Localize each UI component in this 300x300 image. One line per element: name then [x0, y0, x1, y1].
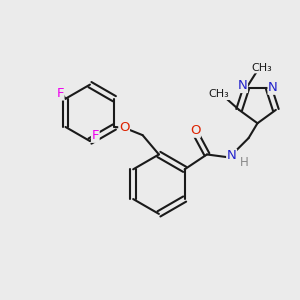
Text: N: N: [238, 80, 248, 92]
Text: F: F: [56, 87, 64, 100]
Text: O: O: [119, 121, 129, 134]
Text: N: N: [268, 81, 278, 94]
Text: F: F: [92, 129, 99, 142]
Text: CH₃: CH₃: [209, 89, 230, 99]
Text: CH₃: CH₃: [251, 63, 272, 73]
Text: N: N: [227, 149, 236, 162]
Text: H: H: [240, 156, 249, 169]
Text: O: O: [190, 124, 200, 137]
